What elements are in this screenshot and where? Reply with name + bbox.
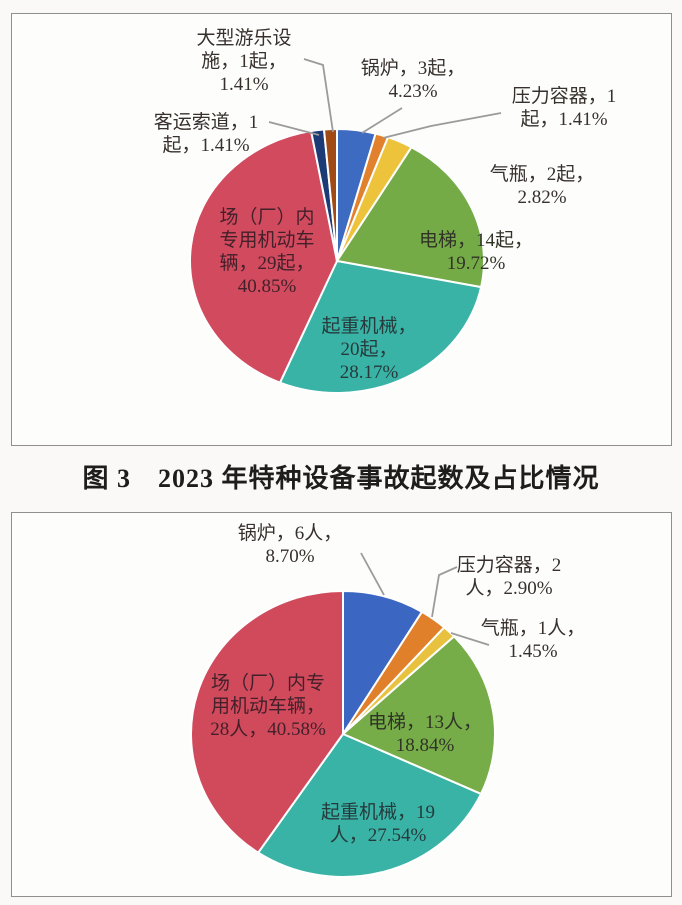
slice-label-factory-vehicle: 场（厂）内专 用机动车辆， 28人，40.58% xyxy=(210,672,326,741)
slice-label-line: 电梯，14起， xyxy=(418,230,534,251)
leader-line-pressure-vessel xyxy=(431,566,458,618)
slice-label-line: 2.82% xyxy=(517,187,567,208)
slice-label-pressure-vessel: 压力容器，1 起，1.41% xyxy=(512,85,617,131)
slice-label-line: 锅炉，3起， xyxy=(360,58,466,79)
slice-label-line: 起，1.41% xyxy=(520,109,608,130)
slice-label-elevator: 电梯，13人， 18.84% xyxy=(368,711,482,757)
pie-slice-factory-vehicle xyxy=(190,590,344,854)
pie-slice-elevator xyxy=(342,635,496,795)
leader-line-ropeway xyxy=(268,121,320,136)
slice-label-line: 压力容器，2 xyxy=(456,555,562,576)
casualty-count-pie-panel: 锅炉，6人， 8.70% 压力容器，2 人，2.90% 气瓶，1人， 1.45% 电梯，13… xyxy=(11,512,672,897)
slice-label-line: 起，1.41% xyxy=(162,135,250,156)
slice-label-line: 专用机动车 xyxy=(219,230,315,251)
slice-label-line: 场（厂）内专 xyxy=(210,673,326,694)
slice-label-lifting-machinery: 起重机械， 20起， 28.17% xyxy=(321,315,416,384)
pie-slice-amusement-ride xyxy=(323,128,338,262)
accident-count-pie-chart xyxy=(189,58,502,394)
slice-label-line: 锅炉，6人， xyxy=(237,523,343,544)
slice-label-line: 大型游乐设 xyxy=(196,28,292,49)
leader-line-boiler xyxy=(361,107,403,134)
slice-label-line: 40.85% xyxy=(237,276,297,297)
slice-label-boiler: 锅炉，6人， 8.70% xyxy=(238,522,343,568)
slice-label-line: 辆，29起， xyxy=(219,253,315,274)
slice-label-line: 18.84% xyxy=(395,735,455,756)
pie-slice-lifting-machinery xyxy=(257,733,482,878)
slice-label-line: 28人，40.58% xyxy=(210,719,326,740)
slice-label-line: 人，27.54% xyxy=(329,825,427,846)
pie-slice-elevator xyxy=(336,146,486,289)
slice-label-pressure-vessel: 压力容器，2 人，2.90% xyxy=(457,554,562,600)
slice-label-line: 8.70% xyxy=(265,546,315,567)
pie-slice-lifting-machinery xyxy=(278,260,483,394)
slice-label-line: 4.23% xyxy=(388,81,438,102)
pie-slice-boiler xyxy=(342,590,424,735)
slice-label-line: 压力容器，1 xyxy=(511,86,617,107)
slice-label-line: 28.17% xyxy=(339,362,399,383)
leader-line-amusement-ride xyxy=(303,58,334,133)
slice-label-line: 1.41% xyxy=(219,74,269,95)
slice-label-boiler: 锅炉，3起， 4.23% xyxy=(361,57,466,103)
slice-label-gas-cylinder: 气瓶，2起， 2.82% xyxy=(490,163,595,209)
figure-caption: 图 3 2023 年特种设备事故起数及占比情况 xyxy=(82,464,600,493)
leader-line-boiler xyxy=(360,552,385,596)
slice-label-line: 起重机械，19 xyxy=(320,802,436,823)
slice-label-line: 场（厂）内 xyxy=(219,207,315,228)
slice-label-line: 气瓶，2起， xyxy=(489,164,595,185)
casualty-count-pie-chart xyxy=(190,552,496,878)
slice-label-line: 客运索道，1 xyxy=(153,112,259,133)
slice-label-line: 用机动车辆， xyxy=(210,696,326,717)
slice-label-line: 人，2.90% xyxy=(465,578,553,599)
slice-label-line: 19.72% xyxy=(446,253,506,274)
slice-label-gas-cylinder: 气瓶，1人， 1.45% xyxy=(481,617,586,663)
leader-line-pressure-vessel xyxy=(382,112,502,139)
accident-count-pie-panel: 大型游乐设 施，1起， 1.41% 锅炉，3起， 4.23% 压力容器，1 起，1.41% 客… xyxy=(11,13,672,446)
slice-label-line: 20起， xyxy=(340,339,398,360)
slice-label-lifting-machinery: 起重机械，19 人，27.54% xyxy=(321,801,435,847)
slice-label-line: 施，1起， xyxy=(201,51,287,72)
slice-label-ropeway: 客运索道，1 起，1.41% xyxy=(154,111,259,157)
pie-slice-factory-vehicle xyxy=(189,130,338,384)
leader-line-gas-cylinder xyxy=(450,632,490,646)
slice-label-line: 起重机械， xyxy=(321,316,417,337)
slice-label-elevator: 电梯，14起， 19.72% xyxy=(419,229,533,275)
slice-label-amusement-ride: 大型游乐设 施，1起， 1.41% xyxy=(196,27,291,96)
slice-label-factory-vehicle: 场（厂）内 专用机动车 辆，29起， 40.85% xyxy=(219,206,314,298)
slice-label-line: 电梯，13人， xyxy=(367,712,483,733)
slice-label-line: 气瓶，1人， xyxy=(480,618,586,639)
slice-label-line: 1.45% xyxy=(508,641,558,662)
